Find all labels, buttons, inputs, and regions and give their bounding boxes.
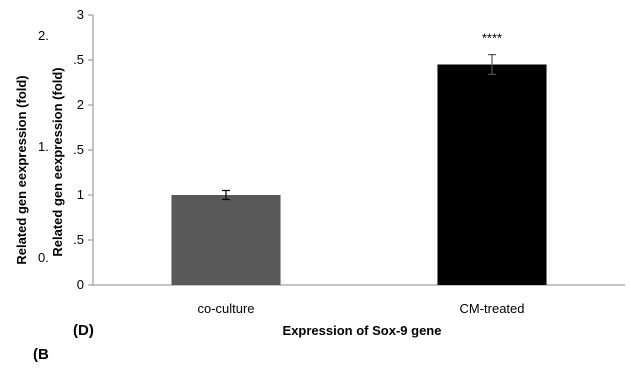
bar-co-culture (171, 195, 281, 285)
y-tick-label: .5 (73, 52, 84, 67)
y-tick-label: 0 (77, 277, 84, 292)
y-tick-label: .5 (73, 232, 84, 247)
y-axis-title: Related gen eexpression (fold) (50, 67, 65, 256)
x-axis-title: Expression of Sox-9 gene (283, 323, 442, 338)
significance-label: **** (482, 31, 502, 46)
y-tick-label: 2 (77, 97, 84, 112)
panel-label: (D) (73, 322, 94, 339)
y-tick-label: .5 (73, 142, 84, 157)
ghost-tick-label: 2. (38, 28, 49, 43)
ghost-tick-label: 0. (38, 250, 49, 265)
x-category-label: co-culture (197, 301, 254, 316)
ghost-y-axis-title: Related gen eexpression (fold) (14, 75, 29, 264)
ghost-tick-label: 1. (38, 139, 49, 154)
error-bar (222, 189, 230, 201)
bar-cm-treated (437, 64, 547, 285)
bars-group: co-culture **** CM-treated (171, 31, 547, 316)
y-axis-ticks: 0 .5 1 .5 2 .5 3 (73, 7, 93, 292)
y-tick-label: 1 (77, 187, 84, 202)
x-category-label: CM-treated (459, 301, 524, 316)
panel-label-back: (B (33, 346, 49, 363)
y-tick-label: 3 (77, 7, 84, 22)
error-bar (488, 53, 496, 76)
